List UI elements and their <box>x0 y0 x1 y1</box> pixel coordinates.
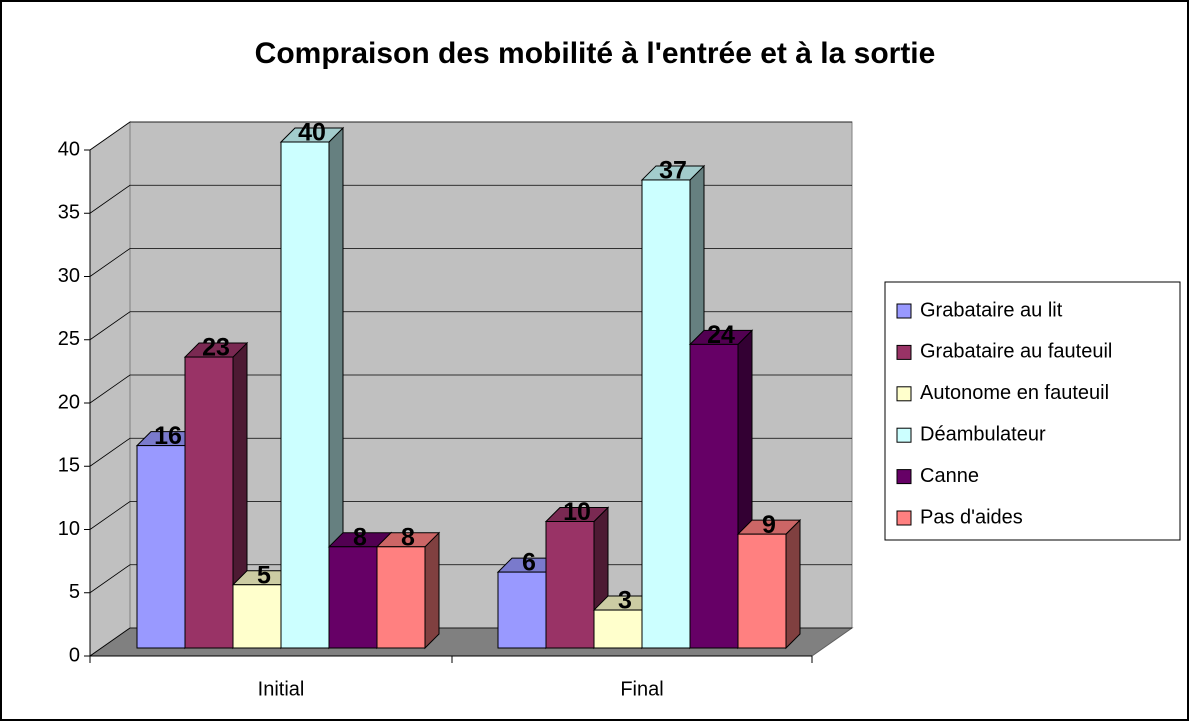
bar <box>689 343 739 649</box>
value-label: 6 <box>522 549 536 577</box>
y-tick-label: 35 <box>58 202 80 224</box>
bar <box>497 571 547 649</box>
bar <box>593 609 643 649</box>
grid-line <box>89 501 852 530</box>
x-tick-label: Final <box>620 678 663 700</box>
y-tick-label: 30 <box>58 265 80 287</box>
value-label: 8 <box>353 523 367 551</box>
value-label: 23 <box>202 334 230 362</box>
bar <box>184 356 234 649</box>
grid-line <box>89 248 852 277</box>
legend-label: Pas d'aides <box>920 506 1023 528</box>
bar <box>136 445 186 649</box>
bar <box>328 546 378 649</box>
grid-line <box>89 311 852 341</box>
y-tick-label: 40 <box>58 138 80 160</box>
bar <box>280 141 330 649</box>
value-label: 10 <box>563 498 591 526</box>
value-label: 5 <box>257 561 271 589</box>
legend-label: Autonome en fauteuil <box>920 382 1109 404</box>
value-label: 40 <box>298 119 326 147</box>
grid-line <box>89 374 852 404</box>
legend-swatch <box>896 469 912 485</box>
bar-side <box>424 531 440 650</box>
x-tick-label: Initial <box>258 678 305 700</box>
legend-swatch <box>896 303 912 319</box>
y-tick-label: 15 <box>58 455 80 477</box>
y-tick-label: 25 <box>58 328 80 350</box>
value-label: 3 <box>618 587 632 615</box>
legend-label: Grabataire au fauteuil <box>920 341 1112 363</box>
value-label: 9 <box>762 511 776 539</box>
legend-label: Grabataire au lit <box>920 299 1063 321</box>
bar <box>545 521 595 649</box>
y-tick-label: 0 <box>69 644 80 666</box>
bar <box>641 179 691 649</box>
value-label: 8 <box>401 523 415 551</box>
value-label: 24 <box>707 321 735 349</box>
value-label: 16 <box>154 422 182 450</box>
legend-swatch <box>896 386 912 402</box>
bar <box>376 546 426 649</box>
chart-title: Compraison des mobilité à l'entrée et à … <box>255 37 936 70</box>
bar <box>232 584 282 649</box>
y-tick-label: 20 <box>58 391 80 413</box>
grid-line <box>89 437 852 467</box>
bar <box>737 533 787 649</box>
y-tick-label: 10 <box>58 518 80 540</box>
grid-line <box>89 121 852 151</box>
y-tick-label: 5 <box>69 581 80 603</box>
grid-line <box>89 564 852 594</box>
legend-swatch <box>896 344 912 360</box>
legend <box>884 281 1181 541</box>
value-label: 37 <box>659 157 687 185</box>
bar-side <box>785 518 801 650</box>
legend-swatch <box>896 510 912 526</box>
legend-label: Déambulateur <box>920 423 1046 445</box>
legend-label: Canne <box>920 465 979 487</box>
legend-swatch <box>896 427 912 443</box>
grid-line <box>89 184 852 214</box>
